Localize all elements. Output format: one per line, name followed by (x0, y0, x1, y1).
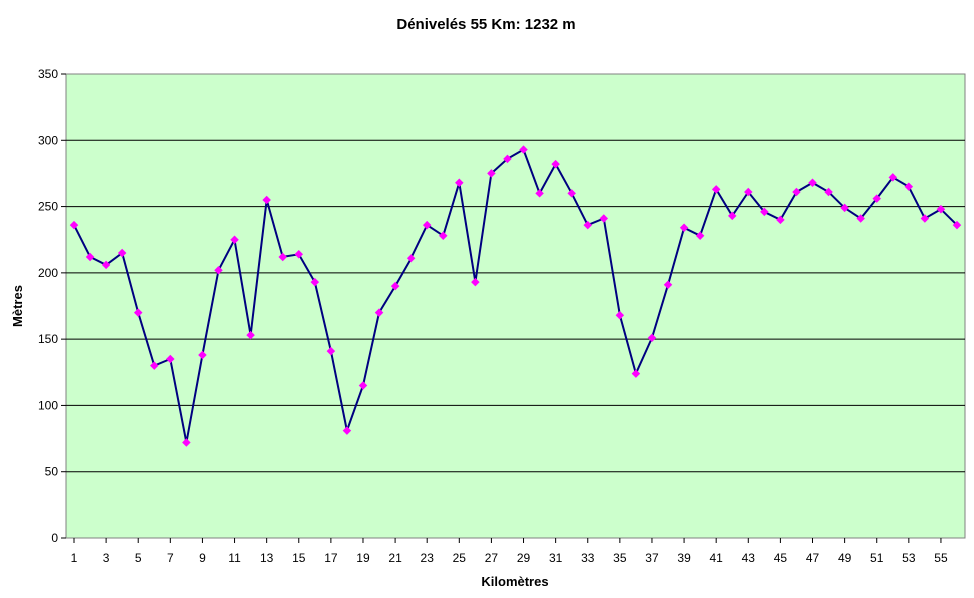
data-point (326, 346, 336, 356)
x-tick-label: 7 (167, 551, 174, 565)
data-point (406, 254, 416, 263)
data-point (663, 280, 673, 290)
y-tick-label: 200 (38, 266, 58, 280)
data-point (230, 235, 239, 244)
data-point (647, 333, 657, 343)
x-tick-label: 5 (135, 551, 142, 565)
x-tick-label: 55 (934, 551, 948, 565)
x-tick-label: 43 (742, 551, 756, 565)
data-point (182, 438, 191, 447)
data-point (85, 252, 95, 262)
data-point (358, 381, 368, 390)
x-tick-label: 19 (356, 551, 370, 565)
x-tick-label: 13 (260, 551, 274, 565)
x-tick-label: 47 (806, 551, 820, 565)
x-tick-label: 39 (677, 551, 691, 565)
y-axis-label: Mètres (10, 285, 25, 327)
data-point (198, 350, 207, 360)
x-tick-label: 27 (485, 551, 499, 565)
y-axis-ticks: 0 50 100 150 200 250 300 350 (38, 67, 66, 545)
data-point (471, 277, 480, 287)
x-tick-label: 29 (517, 551, 531, 565)
y-tick-label: 150 (38, 332, 58, 346)
data-point (69, 220, 79, 230)
y-tick-label: 100 (38, 398, 58, 412)
data-point (294, 250, 304, 259)
data-point (133, 308, 143, 317)
x-tick-label: 3 (103, 551, 110, 565)
data-point (214, 265, 223, 275)
data-point (262, 195, 271, 205)
data-point (117, 248, 127, 258)
data-point (422, 220, 432, 230)
data-point (310, 277, 320, 287)
x-tick-label: 31 (549, 551, 563, 565)
x-tick-label: 9 (199, 551, 206, 565)
data-point (278, 252, 287, 262)
data-point (150, 361, 159, 370)
x-tick-label: 35 (613, 551, 627, 565)
x-tick-label: 41 (710, 551, 724, 565)
data-point (503, 154, 512, 164)
data-point (615, 311, 625, 320)
data-point (166, 354, 175, 364)
x-tick-label: 33 (581, 551, 595, 565)
x-tick-label: 17 (324, 551, 338, 565)
x-axis-label: Kilomètres (481, 574, 548, 589)
y-tick-label: 0 (51, 531, 58, 545)
grid-lines (66, 139, 965, 473)
x-tick-label: 15 (292, 551, 306, 565)
plot-area (65, 73, 966, 539)
x-axis-ticks: 1 3 5 7 9 11 13 15 17 19 21 23 25 27 29 31 33 35 37 39 41 43 4… (71, 538, 948, 565)
y-tick-label: 350 (38, 67, 58, 81)
x-tick-label: 1 (71, 551, 78, 565)
data-point (631, 369, 641, 378)
data-point (374, 308, 384, 317)
x-tick-label: 37 (645, 551, 659, 565)
data-point (390, 281, 400, 291)
y-tick-label: 250 (38, 200, 58, 214)
data-point (101, 260, 111, 270)
data-point (487, 169, 496, 178)
x-tick-label: 21 (388, 551, 402, 565)
data-point (455, 178, 464, 187)
x-tick-label: 45 (774, 551, 788, 565)
x-tick-label: 53 (902, 551, 916, 565)
y-tick-label: 300 (38, 133, 58, 147)
data-point (342, 426, 352, 435)
x-tick-label: 49 (838, 551, 852, 565)
x-tick-label: 11 (228, 551, 241, 565)
data-point (246, 330, 255, 340)
chart-title: Dénivelés 55 Km: 1232 m (396, 16, 575, 33)
y-tick-label: 50 (45, 465, 59, 479)
data-point (439, 231, 448, 240)
x-tick-label: 51 (870, 551, 884, 565)
x-tick-label: 25 (453, 551, 467, 565)
x-tick-label: 23 (421, 551, 435, 565)
